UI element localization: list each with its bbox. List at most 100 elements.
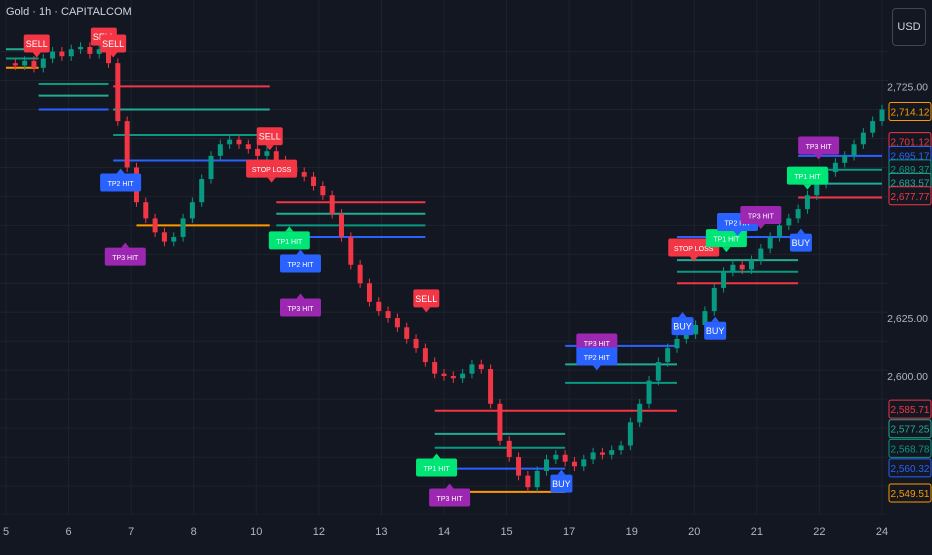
candle-body [311, 176, 317, 186]
currency-button[interactable]: USD [892, 8, 926, 46]
candle-body [786, 218, 792, 226]
symbol-title[interactable]: Gold · 1h · CAPITALCOM [6, 6, 132, 18]
candle-body [879, 109, 885, 122]
signal-pointer [445, 483, 454, 489]
candle-body [609, 450, 615, 455]
signal-label: BUY [552, 479, 571, 489]
signal-label: SELL [259, 132, 281, 142]
candle-body [544, 459, 550, 471]
signal-pointer [422, 307, 431, 313]
signal-label: TP3 HIT [806, 144, 833, 151]
signal-pointer [756, 224, 765, 229]
candle-body [581, 459, 587, 467]
time-tick-label: 19 [626, 526, 638, 538]
candle-body [161, 232, 167, 242]
candle-body [776, 225, 782, 237]
signal-label: SELL [26, 39, 48, 49]
candle-body [814, 183, 820, 196]
candle-body [357, 264, 363, 284]
candle-body [441, 373, 447, 376]
signal-pointer [678, 312, 687, 318]
price-tick-label: 2,625.00 [887, 313, 928, 325]
signal-box [279, 254, 321, 273]
time-tick-label: 10 [250, 526, 262, 538]
signal-box [576, 347, 618, 366]
candle-body [665, 348, 671, 363]
price-axis[interactable]: 2,600.00 2,625.00 2,725.00 2,714.12 2,701.12… [887, 0, 932, 550]
signal-marker: TP3 HIT [279, 293, 321, 317]
price-tag-box [888, 102, 932, 122]
signal-label: TP3 HIT [112, 255, 139, 262]
candle-body [59, 51, 65, 57]
price-tag-label: 2,585.71 [891, 405, 930, 416]
candle-body [96, 49, 102, 54]
signal-label: TP3 HIT [437, 496, 464, 503]
candle-body [366, 283, 372, 302]
signal-marker: TP2 HIT [279, 249, 321, 273]
candle-body [693, 325, 699, 335]
candle-body [637, 403, 643, 423]
candle-body [189, 202, 195, 219]
signal-label: TP1 HIT [794, 174, 821, 181]
signal-pointer [711, 316, 720, 322]
time-tick-label: 12 [313, 526, 325, 538]
signal-box [100, 173, 142, 192]
time-axis-bg [0, 515, 932, 550]
candle-body [460, 373, 466, 379]
signal-marker: TP2 HIT [100, 168, 142, 192]
candle-body [376, 301, 382, 312]
signal-pointer [109, 52, 118, 58]
signal-pointer [689, 256, 698, 262]
signal-label: TP1 HIT [276, 239, 303, 246]
signal-label: TP3 HIT [287, 306, 314, 313]
candle-body [860, 132, 866, 145]
time-axis[interactable]: 5 6 7 8 10 12 13 14 15 17 19 20 21 22 24 [0, 515, 932, 550]
signal-label: SELL [102, 39, 124, 49]
time-tick-label: 15 [500, 526, 512, 538]
candle-body [68, 49, 74, 57]
candle-body [655, 362, 661, 381]
candle-body [245, 144, 251, 149]
candle-body [236, 139, 242, 145]
candle-body [599, 452, 605, 455]
price-tick-label: 2,725.00 [887, 81, 928, 93]
candle-body [217, 144, 223, 156]
candle-body [627, 422, 633, 446]
signal-label: TP2 HIT [584, 355, 611, 362]
candle-body [208, 155, 214, 180]
candle-body [31, 60, 37, 68]
signal-pointer [803, 184, 812, 190]
price-tag-label: 2,689.37 [891, 165, 930, 176]
signal-marker: BUY [550, 469, 573, 493]
candle-body [115, 63, 121, 122]
time-tick-label: 24 [876, 526, 888, 538]
candle-body [348, 236, 354, 265]
candle-body [404, 327, 410, 339]
candle-body [143, 202, 149, 219]
time-tick-label: 6 [66, 526, 72, 538]
candle-body [255, 148, 261, 156]
candle-body [152, 218, 158, 233]
candle-body [78, 46, 84, 50]
signal-marker: BUY [704, 316, 727, 340]
price-tag-box [888, 458, 932, 478]
price-tag-label: 2,549.51 [891, 489, 930, 500]
candle-body [12, 63, 18, 66]
signal-box [798, 136, 840, 155]
candle-body [590, 452, 596, 460]
price-tag-label: 2,683.57 [891, 178, 930, 189]
signal-pointer [432, 453, 441, 459]
signal-box [104, 247, 146, 266]
candle-body [422, 348, 428, 363]
signal-marker: TP3 HIT [740, 206, 782, 229]
candle-body [571, 461, 577, 467]
candle-body [40, 58, 46, 68]
candle-body [124, 121, 130, 168]
signal-marker: TP2 HIT [576, 347, 618, 371]
price-tag-box [888, 186, 932, 206]
signal-box [268, 231, 310, 250]
candle-body [329, 195, 335, 214]
candle-body [488, 369, 494, 404]
signal-marker: TP3 HIT [429, 483, 471, 507]
